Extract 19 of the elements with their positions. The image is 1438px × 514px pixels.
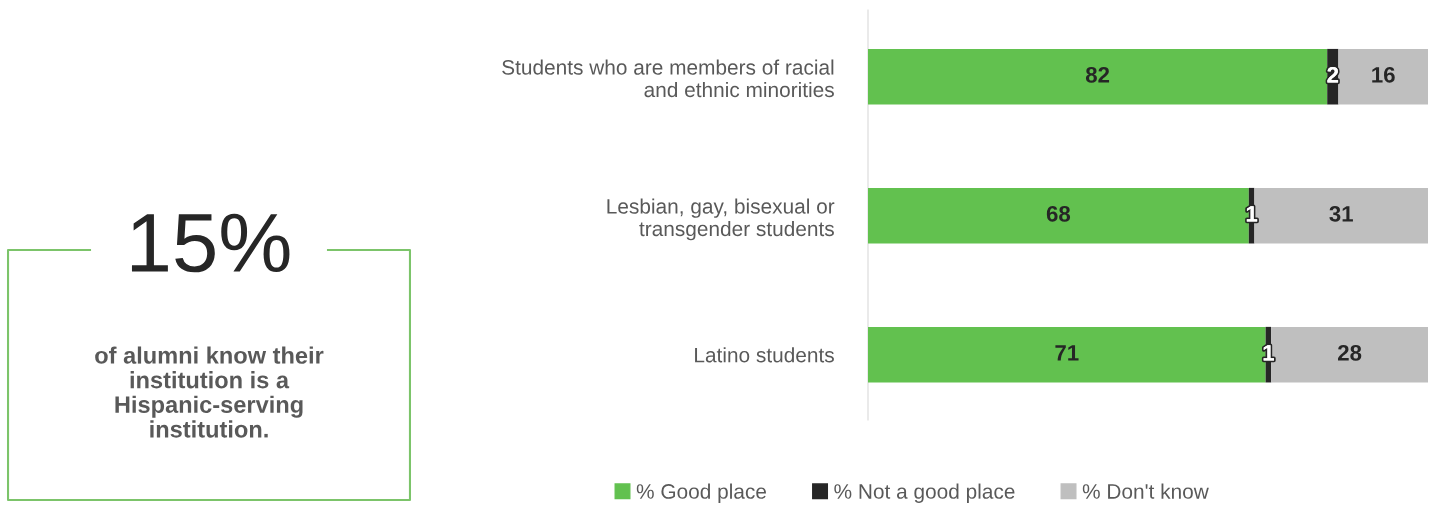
data-label: 82 [1085, 66, 1110, 83]
text: of alumni know their institution is a Hispanic-serving institution. [95, 346, 324, 438]
data-label: 1 [1263, 345, 1274, 361]
category-label: Students who are members of racial and ethnic minorities [502, 59, 834, 98]
data-label: 71 [1055, 345, 1079, 361]
category-label: Lesbian, gay, bisexual or transgender students [607, 198, 835, 241]
data-label: 2 [1327, 66, 1339, 83]
legend-label: % Good place [636, 483, 766, 503]
legend-label: % Not a good place [834, 483, 1015, 503]
data-label: 28 [1338, 344, 1362, 361]
data-label: 31 [1329, 205, 1353, 222]
bar [1338, 48, 1428, 105]
data-label: 16 [1372, 66, 1395, 83]
category-label: Latino students [695, 347, 834, 363]
data-label: 68 [1046, 205, 1071, 222]
data-label: 1 [1246, 206, 1258, 222]
bar [868, 48, 1328, 105]
legend-label: % Don't know [1082, 483, 1209, 499]
text: 15% [131, 213, 290, 273]
